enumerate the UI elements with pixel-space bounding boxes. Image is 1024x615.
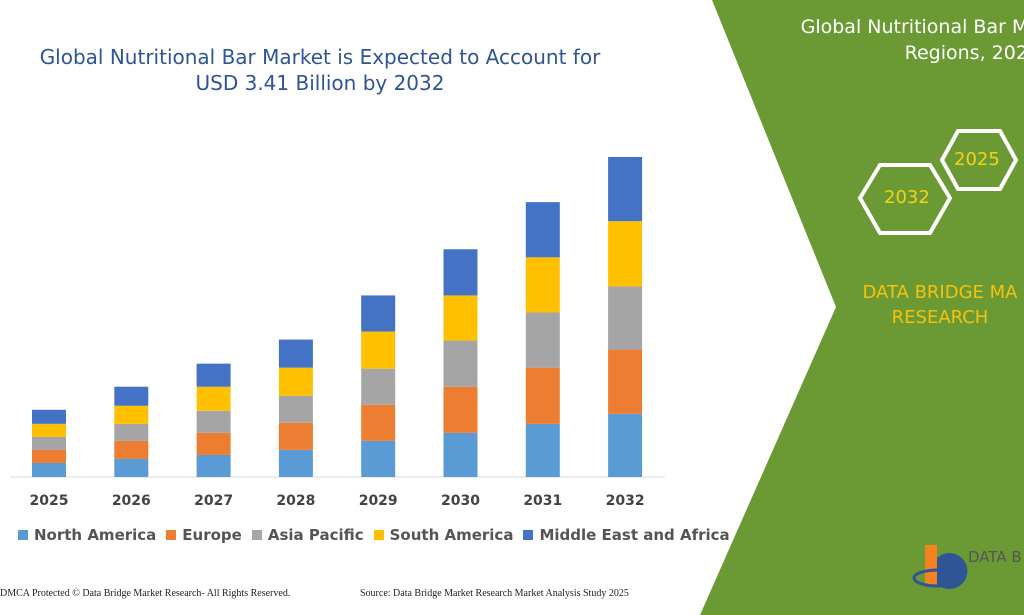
bar-2027-asia-pacific	[196, 410, 231, 433]
bar-2030-south-america	[443, 295, 478, 341]
bar-2025-north-america	[32, 462, 66, 477]
bar-2030-europe	[443, 386, 478, 433]
x-tick-label-2026: 2026	[112, 493, 151, 509]
bar-2032-middle-east-and-africa	[608, 157, 643, 222]
logo-text: DATA B	[968, 548, 1022, 566]
panel-title: Global Nutritional Bar Ma Regions, 2025	[780, 14, 1024, 66]
bar-2032-north-america	[608, 413, 643, 477]
hexagon-2032-icon	[857, 163, 953, 235]
bar-2032-europe	[608, 349, 643, 414]
hexagon-2025-icon	[939, 129, 1019, 191]
x-tick-label-2027: 2027	[194, 493, 233, 509]
green-panel-shape	[700, 0, 1024, 615]
footer-copyright: DMCA Protected © Data Bridge Market Rese…	[0, 588, 291, 599]
bar-2025-asia-pacific	[32, 436, 66, 450]
legend-item-north-america: North America	[18, 526, 156, 544]
legend-item-south-america: South America	[373, 526, 514, 544]
bar-2030-middle-east-and-africa	[443, 249, 478, 296]
legend-item-europe: Europe	[166, 526, 242, 544]
x-tick-label-2028: 2028	[276, 493, 315, 509]
bar-2029-south-america	[361, 331, 396, 369]
bar-2029-middle-east-and-africa	[361, 295, 396, 332]
bar-2027-middle-east-and-africa	[196, 363, 231, 387]
brand-text: DATA BRIDGE MA RESEARCH	[850, 280, 1024, 330]
brand-line1: DATA BRIDGE MA	[862, 282, 1018, 303]
bar-2031-north-america	[525, 423, 560, 477]
bar-2025-europe	[32, 449, 66, 463]
brand-line2: RESEARCH	[891, 307, 989, 328]
bar-2026-europe	[114, 440, 149, 459]
bar-2027-south-america	[196, 386, 231, 411]
legend-swatch-north-america	[18, 530, 28, 540]
legend-label-europe: Europe	[182, 526, 242, 544]
chart-legend: North America Europe Asia Pacific South …	[18, 526, 730, 544]
x-tick-label-2029: 2029	[359, 493, 398, 509]
bar-2028-asia-pacific	[278, 395, 313, 423]
legend-label-south-america: South America	[389, 526, 514, 544]
x-tick-label-2031: 2031	[523, 493, 562, 509]
x-tick-label-2032: 2032	[606, 493, 645, 509]
bar-2032-south-america	[608, 221, 643, 287]
legend-swatch-asia-pacific	[251, 530, 262, 540]
bar-2029-europe	[361, 404, 396, 441]
bar-2029-asia-pacific	[361, 368, 396, 405]
chart-title: Global Nutritional Bar Market is Expecte…	[39, 45, 601, 95]
bar-2031-asia-pacific	[525, 312, 560, 368]
bar-2030-asia-pacific	[443, 340, 478, 387]
bar-2026-asia-pacific	[114, 423, 149, 441]
legend-item-asia-pacific: Asia Pacific	[251, 526, 364, 544]
hex-label-2025: 2025	[954, 149, 1000, 170]
data-bridge-logo-icon	[912, 545, 968, 589]
footer-source: Source: Data Bridge Market Research Mark…	[360, 588, 629, 599]
bar-2026-south-america	[114, 405, 149, 424]
bar-2025-south-america	[32, 423, 66, 437]
bar-2027-north-america	[196, 454, 231, 477]
x-tick-label-2025: 2025	[30, 493, 69, 509]
bar-2031-south-america	[525, 257, 560, 313]
bar-2026-north-america	[114, 458, 149, 477]
bar-2029-north-america	[361, 440, 396, 477]
bar-2030-north-america	[443, 432, 478, 477]
bar-2025-middle-east-and-africa	[32, 409, 66, 424]
stacked-bar-chart: 2025 2026 2027 2028 2029 2030 2031 2032	[10, 157, 665, 509]
legend-label-asia-pacific: Asia Pacific	[267, 526, 364, 544]
bar-2026-middle-east-and-africa	[114, 386, 149, 406]
bar-2028-north-america	[278, 449, 313, 477]
bar-2028-europe	[278, 422, 313, 450]
bar-2032-asia-pacific	[608, 286, 643, 350]
bar-2028-south-america	[278, 367, 313, 396]
bar-2031-middle-east-and-africa	[525, 202, 560, 258]
bar-2027-europe	[196, 432, 231, 455]
legend-label-middle-east-africa: Middle East and Africa	[539, 526, 730, 544]
hex-label-2032: 2032	[884, 187, 930, 208]
panel-title-line2: Regions, 2025	[904, 42, 1024, 64]
legend-swatch-south-america	[373, 530, 384, 540]
legend-label-north-america: North America	[34, 526, 157, 544]
legend-item-middle-east-africa: Middle East and Africa	[523, 526, 730, 544]
bar-2031-europe	[525, 367, 560, 424]
bar-2028-middle-east-and-africa	[278, 339, 313, 368]
x-tick-label-2030: 2030	[441, 493, 480, 509]
legend-swatch-europe	[166, 530, 177, 540]
legend-swatch-middle-east-africa	[523, 530, 534, 540]
panel-title-line1: Global Nutritional Bar Ma	[800, 16, 1024, 38]
